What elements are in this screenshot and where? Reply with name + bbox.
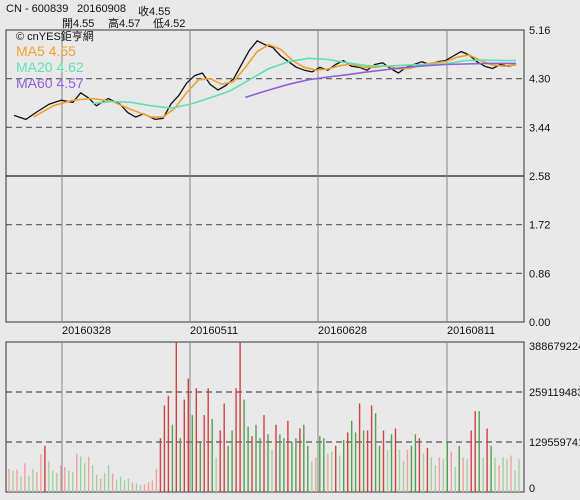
symbol-label: CN - 600839 bbox=[6, 3, 69, 15]
low-label: 低4.52 bbox=[153, 18, 186, 30]
price-y-tick-label: 1.72 bbox=[529, 220, 550, 232]
volume-y-tick-label: 259119483 bbox=[529, 387, 580, 399]
price-panel: 0.00 0.86 1.72 2.58 3.44 4.30 5.16 20160328 2016… bbox=[5, 25, 550, 337]
volume-y-tick-label: 0 bbox=[529, 483, 535, 495]
price-line bbox=[13, 40, 517, 121]
ma60-line bbox=[245, 62, 517, 99]
price-y-tick-label: 2.58 bbox=[529, 171, 550, 183]
watermark: © cnYES鉅亨網 bbox=[16, 29, 94, 43]
volume-y-tick-label: 388679224 bbox=[529, 341, 580, 353]
legend-ma60: MA60 4.57 bbox=[16, 75, 84, 91]
price-y-tick-label: 5.16 bbox=[529, 25, 550, 37]
ma5-line bbox=[33, 43, 517, 118]
x-tick-label: 20160328 bbox=[62, 325, 111, 337]
volume-y-tick-label: 129559741 bbox=[529, 437, 580, 449]
ma-legend: © cnYES鉅亨網 MA5 4.55 MA20 4.62 MA60 4.57 bbox=[16, 29, 94, 91]
high-label: 高4.57 bbox=[108, 18, 141, 30]
x-tick-label: 20160628 bbox=[318, 325, 367, 337]
quote-header: CN - 600839 20160908 收4.55 開4.55 高4.57 低… bbox=[0, 0, 580, 30]
open-label: 開4.55 bbox=[62, 18, 95, 30]
ma20-line bbox=[92, 57, 517, 109]
price-y-tick-label: 0.86 bbox=[529, 268, 550, 280]
volume-panel: 0 129559741 259119483 388679224 bbox=[5, 341, 580, 495]
close-label: 收4.55 bbox=[138, 6, 171, 18]
price-y-tick-label: 3.44 bbox=[529, 122, 550, 134]
legend-ma20: MA20 4.62 bbox=[16, 59, 84, 75]
date-label: 20160908 bbox=[77, 3, 126, 15]
price-y-tick-label: 0.00 bbox=[529, 317, 550, 329]
legend-ma5: MA5 4.55 bbox=[16, 43, 76, 59]
price-y-tick-label: 4.30 bbox=[529, 74, 550, 86]
x-tick-label: 20160811 bbox=[447, 325, 495, 337]
volume-frame bbox=[5, 341, 525, 493]
x-tick-label: 20160511 bbox=[190, 325, 238, 337]
